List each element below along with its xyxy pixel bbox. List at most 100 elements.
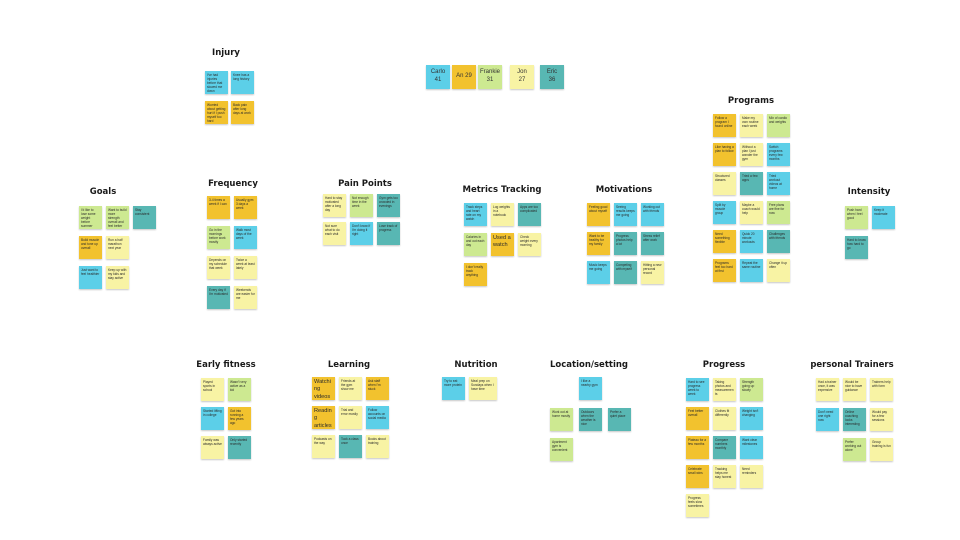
sticky-note[interactable]: Don't need one right now	[816, 408, 839, 431]
sticky-note[interactable]: Trial and error mostly	[339, 406, 362, 429]
sticky-note[interactable]: Prefer a quiet place	[608, 408, 631, 431]
sticky-note[interactable]: Want to be healthy for my family	[587, 232, 610, 255]
sticky-note[interactable]: Progress photos help a lot	[614, 232, 637, 255]
sticky-note[interactable]: Programs feel too hard at first	[713, 259, 736, 282]
sticky-note[interactable]: Seeing results keeps me going	[614, 203, 637, 226]
sticky-note[interactable]: Weight isn't changing	[740, 407, 763, 430]
sticky-note[interactable]: Would be nice to have guidance	[843, 378, 866, 401]
sticky-note[interactable]: Feeling good about myself	[587, 203, 610, 226]
sticky-note[interactable]: Wasn't very active as a kid	[228, 378, 251, 401]
sticky-note[interactable]: Weekends are easier for me	[234, 286, 257, 309]
sticky-note[interactable]: Apartment gym is convenient	[550, 438, 573, 461]
sticky-note[interactable]: Trainers help with form	[870, 378, 893, 401]
sticky-note[interactable]: Played sports in school	[201, 378, 224, 401]
legend-note-an[interactable]: An 29	[452, 65, 476, 89]
sticky-note[interactable]: Back pain after long days at work	[231, 101, 254, 124]
sticky-note[interactable]: Watching videos online	[312, 377, 335, 400]
sticky-note[interactable]: Structured classes	[713, 172, 736, 195]
legend-note-eric[interactable]: Eric 36	[540, 65, 564, 89]
sticky-note[interactable]: Go in the mornings before work mostly	[207, 226, 230, 249]
sticky-note[interactable]: Quick 20 minute workouts	[740, 230, 763, 253]
sticky-note[interactable]: Lose track of progress	[377, 222, 400, 245]
sticky-note[interactable]: Stress relief after work	[641, 232, 664, 255]
sticky-note[interactable]: Group training is fun	[870, 438, 893, 461]
sticky-note[interactable]: Mix of cardio and weights	[767, 114, 790, 137]
sticky-note[interactable]: Build muscle and tone up overall	[79, 236, 102, 259]
sticky-note[interactable]: Don't know if I'm doing it right	[350, 222, 373, 245]
sticky-note[interactable]: 3-4 times a week if I can	[207, 196, 230, 219]
sticky-note[interactable]: Follow a program I found online	[713, 114, 736, 137]
sticky-note[interactable]: Like having a plan to follow	[713, 143, 736, 166]
sticky-note[interactable]: Want to build more strength overall and …	[106, 206, 129, 229]
sticky-note[interactable]: I'd like to lose some weight before summ…	[79, 206, 102, 229]
sticky-note[interactable]: Log weights in a notebook	[491, 203, 514, 226]
sticky-note[interactable]: Want clear milestones	[740, 436, 763, 459]
sticky-note[interactable]: Switch programs every few months	[767, 143, 790, 166]
sticky-note[interactable]: Check weight every morning	[518, 233, 541, 256]
sticky-note[interactable]: Ask staff when I'm stuck	[366, 377, 389, 400]
sticky-note[interactable]: Tried a few apps	[740, 172, 763, 195]
sticky-note[interactable]: Keep up with my kids and stay active	[106, 266, 129, 289]
sticky-note[interactable]: Keep it moderate	[872, 206, 895, 229]
sticky-note[interactable]: Only started recently	[228, 436, 251, 459]
sticky-note[interactable]: Apps are too complicated	[518, 203, 541, 226]
sticky-note[interactable]: Gym gets too crowded in evenings	[377, 194, 400, 217]
sticky-note[interactable]: Tracking helps me stay honest	[713, 465, 736, 488]
sticky-note[interactable]: Free plans are fine for now	[767, 201, 790, 224]
sticky-note[interactable]: Progress feels slow sometimes	[686, 494, 709, 517]
sticky-note[interactable]: Hard to see progress week to week	[686, 378, 709, 401]
sticky-note[interactable]: Meal prep on Sundays when I have time	[469, 377, 497, 400]
sticky-note[interactable]: Not sure what to do each visit	[323, 222, 346, 245]
sticky-note[interactable]: I've had injuries before that slowed me …	[205, 71, 228, 94]
legend-note-carlo[interactable]: Carlo 41	[426, 65, 450, 89]
sticky-note[interactable]: Just want to feel healthier	[79, 266, 102, 289]
sticky-note[interactable]: Compare numbers monthly	[713, 436, 736, 459]
sticky-note[interactable]: Usually gym 3 days a week	[234, 196, 257, 219]
sticky-note[interactable]: Music keeps me going	[587, 261, 610, 284]
sticky-note[interactable]: Hard to stay motivated after a long day	[323, 194, 346, 217]
sticky-note[interactable]: Run a half marathon next year	[106, 236, 129, 259]
sticky-note[interactable]: Track steps and heart rate on my watch	[464, 203, 487, 226]
sticky-note[interactable]: Stay consistent	[133, 206, 156, 229]
sticky-note[interactable]: Took a class once	[339, 435, 362, 458]
sticky-note[interactable]: Without a plan I just wander the gym	[740, 143, 763, 166]
sticky-note[interactable]: Podcasts on the way	[312, 435, 335, 458]
sticky-note[interactable]: Make my own routine each week	[740, 114, 763, 137]
sticky-note[interactable]: Work out at home mostly	[550, 408, 573, 431]
sticky-note[interactable]: Plateau for a few months	[686, 436, 709, 459]
sticky-note[interactable]: Strength going up slowly	[740, 378, 763, 401]
sticky-note[interactable]: Need reminders	[740, 465, 763, 488]
sticky-note[interactable]: Outdoors when the weather is nice	[579, 408, 602, 431]
sticky-note[interactable]: Reading articles	[312, 406, 335, 429]
sticky-note[interactable]: Hard to know how hard to go	[845, 236, 868, 259]
sticky-note[interactable]: Not enough time in the week	[350, 194, 373, 217]
legend-note-frankie[interactable]: Frankie 31	[478, 65, 502, 89]
sticky-note[interactable]: Hitting a new personal record	[641, 261, 664, 284]
sticky-note[interactable]: I like a nearby gym	[579, 377, 602, 400]
sticky-note[interactable]: Got into running a few years ago	[228, 407, 251, 430]
sticky-note[interactable]: Friends at the gym show me	[339, 377, 362, 400]
sticky-note[interactable]: Used a watch	[491, 233, 514, 256]
sticky-note[interactable]: Repeat the same routine	[740, 259, 763, 282]
sticky-note[interactable]: Try to eat more protein	[442, 377, 465, 400]
sticky-note[interactable]: Calories in and out each day	[464, 233, 487, 256]
sticky-note[interactable]: Maybe a coach would help	[740, 201, 763, 224]
sticky-note[interactable]: Follow accounts on social media	[366, 406, 389, 429]
sticky-note[interactable]: Walk most days of the week	[234, 226, 257, 249]
sticky-note[interactable]: Depends on my schedule that week	[207, 256, 230, 279]
sticky-note[interactable]: Tried workout videos at home	[767, 172, 790, 195]
sticky-note[interactable]: I don't really track anything	[464, 263, 487, 286]
legend-note-jon[interactable]: Jon 27	[510, 65, 534, 89]
sticky-note[interactable]: Knee has a long history	[231, 71, 254, 94]
sticky-note[interactable]: Twice a week at least lately	[234, 256, 257, 279]
sticky-note[interactable]: Every day if I'm motivated	[207, 286, 230, 309]
sticky-note[interactable]: Started lifting in college	[201, 407, 224, 430]
sticky-note[interactable]: Taking photos and measurements	[713, 378, 736, 401]
sticky-note[interactable]: Would pay for a few sessions	[870, 408, 893, 431]
sticky-note[interactable]: Books about training	[366, 435, 389, 458]
sticky-note[interactable]: Push hard when I feel good	[845, 206, 868, 229]
sticky-note[interactable]: Challenges with friends	[767, 230, 790, 253]
sticky-note[interactable]: Need something flexible	[713, 230, 736, 253]
sticky-note[interactable]: Worried about getting hurt if I push mys…	[205, 101, 228, 124]
